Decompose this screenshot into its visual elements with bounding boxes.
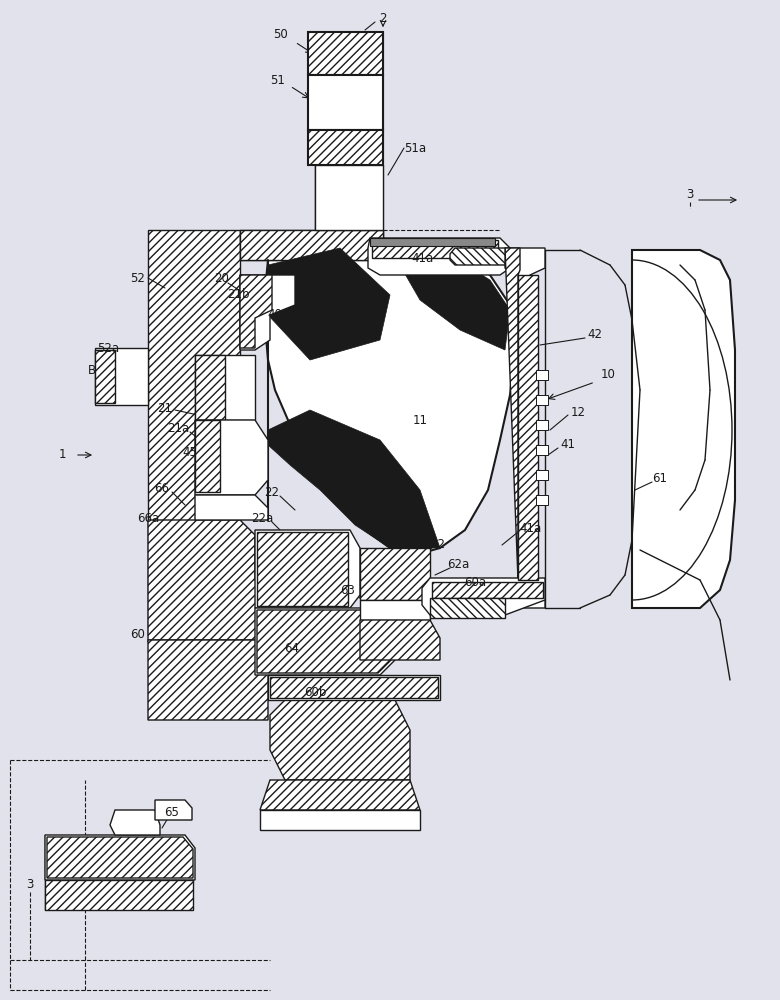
Polygon shape xyxy=(536,445,548,455)
Text: 30: 30 xyxy=(355,282,370,294)
Polygon shape xyxy=(270,677,438,698)
Polygon shape xyxy=(505,248,545,608)
Text: 65: 65 xyxy=(165,806,179,818)
Polygon shape xyxy=(308,75,383,130)
Polygon shape xyxy=(240,230,383,260)
Text: 62: 62 xyxy=(431,538,445,552)
Polygon shape xyxy=(148,520,268,640)
Text: 60: 60 xyxy=(130,629,145,642)
Text: 3: 3 xyxy=(686,188,693,202)
Text: 51a: 51a xyxy=(404,141,426,154)
Polygon shape xyxy=(255,530,360,608)
Text: 41a: 41a xyxy=(411,251,433,264)
Polygon shape xyxy=(255,608,395,675)
Text: 20: 20 xyxy=(215,271,229,284)
Polygon shape xyxy=(422,578,545,615)
Text: 66a: 66a xyxy=(136,512,159,524)
Polygon shape xyxy=(536,470,548,480)
Polygon shape xyxy=(195,495,268,520)
Text: 63: 63 xyxy=(341,584,356,596)
Polygon shape xyxy=(505,248,520,608)
Polygon shape xyxy=(195,420,268,495)
Polygon shape xyxy=(265,240,515,555)
Polygon shape xyxy=(270,700,410,780)
Text: 22: 22 xyxy=(264,486,279,498)
Polygon shape xyxy=(240,275,272,348)
Polygon shape xyxy=(195,355,255,420)
Polygon shape xyxy=(155,800,192,820)
Text: 50: 50 xyxy=(273,28,287,41)
Polygon shape xyxy=(315,165,383,230)
Polygon shape xyxy=(372,240,498,258)
Text: 2: 2 xyxy=(379,11,387,24)
Polygon shape xyxy=(536,495,548,505)
Polygon shape xyxy=(268,410,440,548)
Polygon shape xyxy=(45,880,193,910)
Text: B: B xyxy=(88,363,96,376)
Polygon shape xyxy=(240,230,383,260)
Text: 41a: 41a xyxy=(519,522,541,534)
Polygon shape xyxy=(268,248,390,360)
Polygon shape xyxy=(257,610,393,673)
Text: 66: 66 xyxy=(154,482,169,494)
Polygon shape xyxy=(536,420,548,430)
Polygon shape xyxy=(370,238,495,246)
Text: 60a: 60a xyxy=(464,576,486,588)
Polygon shape xyxy=(195,355,225,420)
Text: 3: 3 xyxy=(27,879,34,892)
Polygon shape xyxy=(390,248,510,350)
Polygon shape xyxy=(195,420,220,492)
Polygon shape xyxy=(360,548,430,600)
Text: 1: 1 xyxy=(58,448,66,462)
Text: 41: 41 xyxy=(561,438,576,452)
Text: 61: 61 xyxy=(653,472,668,485)
Polygon shape xyxy=(536,370,548,380)
Polygon shape xyxy=(450,248,505,265)
Polygon shape xyxy=(368,238,510,275)
Polygon shape xyxy=(95,348,148,405)
Text: 11: 11 xyxy=(413,414,427,426)
Text: 60b: 60b xyxy=(304,686,326,698)
Polygon shape xyxy=(257,532,348,606)
Polygon shape xyxy=(360,600,430,620)
Polygon shape xyxy=(260,810,420,830)
Polygon shape xyxy=(430,598,505,618)
Text: 12: 12 xyxy=(570,406,586,418)
Polygon shape xyxy=(518,275,538,580)
Text: 51: 51 xyxy=(271,74,285,87)
Polygon shape xyxy=(260,780,420,810)
Text: 31: 31 xyxy=(331,265,346,278)
Polygon shape xyxy=(432,582,543,598)
Text: 10: 10 xyxy=(601,368,615,381)
Text: 40: 40 xyxy=(268,308,282,322)
Polygon shape xyxy=(360,620,440,660)
Text: 62a: 62a xyxy=(447,558,469,572)
Text: 64: 64 xyxy=(285,642,300,654)
Polygon shape xyxy=(47,837,193,878)
Polygon shape xyxy=(240,275,295,350)
Text: 22a: 22a xyxy=(251,512,273,524)
Polygon shape xyxy=(632,250,735,608)
Polygon shape xyxy=(268,675,440,700)
Polygon shape xyxy=(95,350,115,403)
Polygon shape xyxy=(308,130,383,165)
Text: 52: 52 xyxy=(130,271,145,284)
Text: 21b: 21b xyxy=(227,288,250,302)
Text: 52a: 52a xyxy=(97,342,119,355)
Text: 45: 45 xyxy=(183,446,197,460)
Text: 21: 21 xyxy=(158,401,172,414)
Polygon shape xyxy=(148,230,240,635)
Text: 21a: 21a xyxy=(167,422,189,434)
Polygon shape xyxy=(148,640,268,720)
Polygon shape xyxy=(110,810,160,835)
Polygon shape xyxy=(308,32,383,75)
Polygon shape xyxy=(536,395,548,405)
Text: 42: 42 xyxy=(587,328,602,342)
Polygon shape xyxy=(45,835,195,880)
